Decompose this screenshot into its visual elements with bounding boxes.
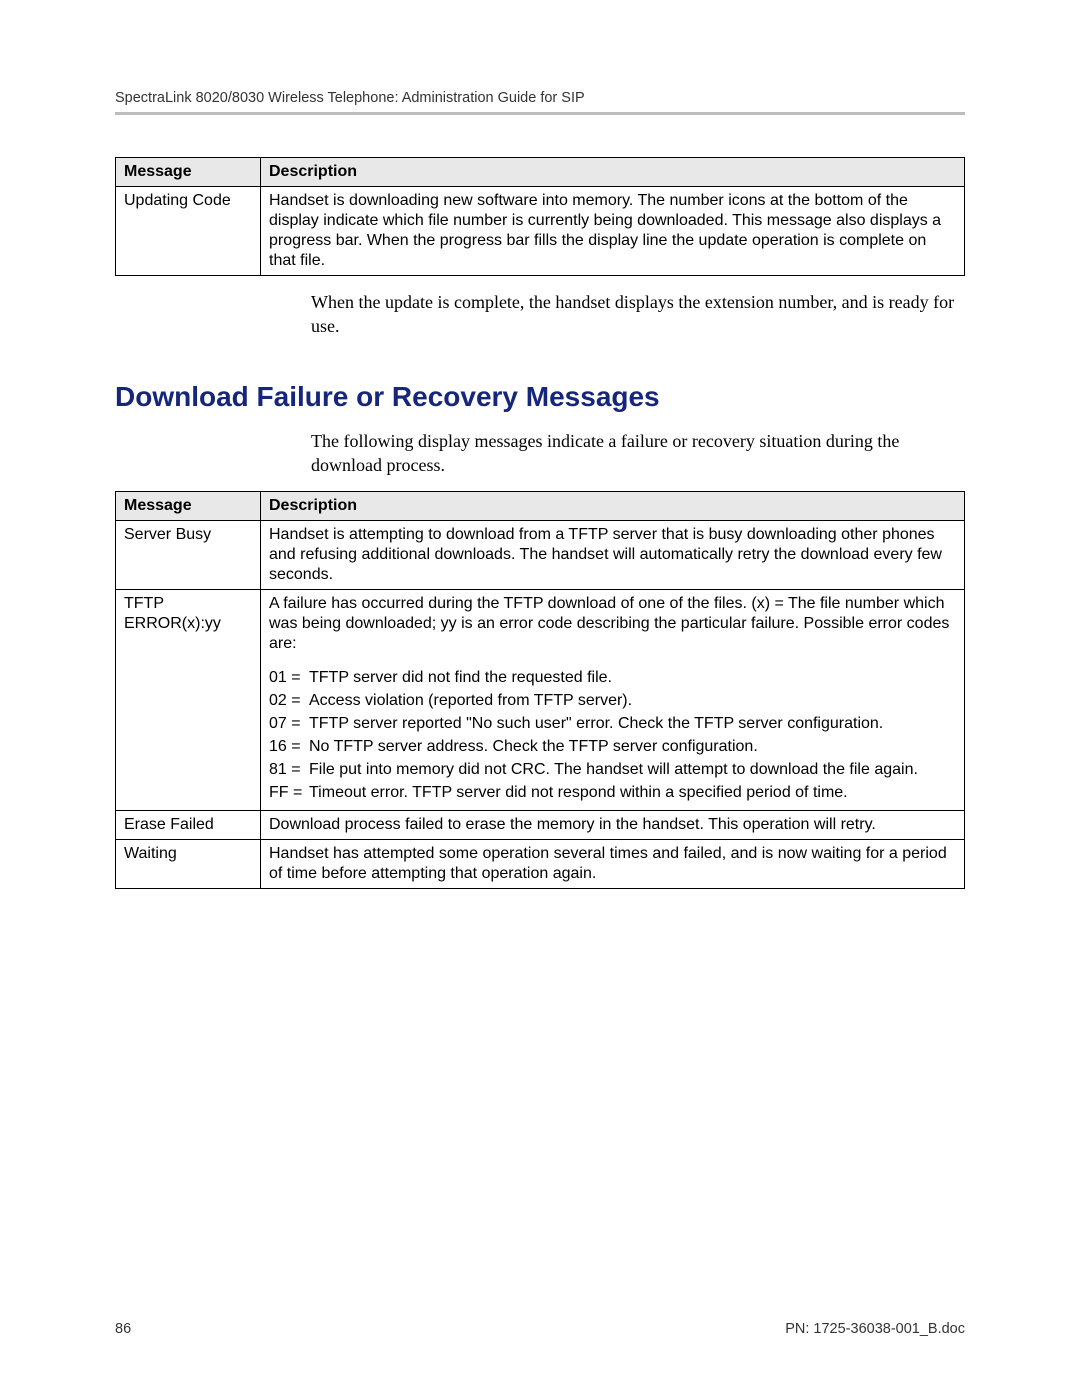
cell-message: Erase Failed xyxy=(116,811,261,840)
cell-codes: 01 = TFTP server did not find the reques… xyxy=(261,658,965,811)
table-row: Updating Code Handset is downloading new… xyxy=(116,187,965,276)
error-code: 01 = xyxy=(269,668,309,688)
error-code-row: 07 = TFTP server reported "No such user"… xyxy=(269,714,956,734)
cell-message: Server Busy xyxy=(116,521,261,590)
page: SpectraLink 8020/8030 Wireless Telephone… xyxy=(0,0,1080,1397)
cell-message: TFTP ERROR(x):yy xyxy=(116,590,261,659)
error-code-row: 81 = File put into memory did not CRC. T… xyxy=(269,760,956,780)
cell-description: Handset is downloading new software into… xyxy=(261,187,965,276)
table-row: Server Busy Handset is attempting to dow… xyxy=(116,521,965,590)
error-code: 16 = xyxy=(269,737,309,757)
error-code: 81 = xyxy=(269,760,309,780)
post-table-paragraph: When the update is complete, the handset… xyxy=(311,290,965,339)
error-code-row: 02 = Access violation (reported from TFT… xyxy=(269,691,956,711)
error-code-row: 16 = No TFTP server address. Check the T… xyxy=(269,737,956,757)
cell-description: A failure has occurred during the TFTP d… xyxy=(261,590,965,659)
cell-message: Updating Code xyxy=(116,187,261,276)
section-intro: The following display messages indicate … xyxy=(311,429,965,478)
table-header-row: Message Description xyxy=(116,158,965,187)
error-code-text: No TFTP server address. Check the TFTP s… xyxy=(309,737,956,757)
section-heading: Download Failure or Recovery Messages xyxy=(115,381,965,413)
error-code-text: Timeout error. TFTP server did not respo… xyxy=(309,783,956,803)
table-row: Erase Failed Download process failed to … xyxy=(116,811,965,840)
col-header-message: Message xyxy=(116,492,261,521)
cell-description: Handset is attempting to download from a… xyxy=(261,521,965,590)
error-code: 07 = xyxy=(269,714,309,734)
table-row-codes: 01 = TFTP server did not find the reques… xyxy=(116,658,965,811)
failure-messages-table: Message Description Server Busy Handset … xyxy=(115,491,965,889)
doc-id: PN: 1725-36038-001_B.doc xyxy=(785,1321,965,1337)
error-code: 02 = xyxy=(269,691,309,711)
page-number: 86 xyxy=(115,1321,131,1337)
cell-message: Waiting xyxy=(116,840,261,889)
cell-message-empty xyxy=(116,658,261,811)
table-header-row: Message Description xyxy=(116,492,965,521)
col-header-description: Description xyxy=(261,492,965,521)
cell-description: Handset has attempted some operation sev… xyxy=(261,840,965,889)
error-code-row: 01 = TFTP server did not find the reques… xyxy=(269,668,956,688)
updating-code-table: Message Description Updating Code Handse… xyxy=(115,157,965,276)
error-code-text: File put into memory did not CRC. The ha… xyxy=(309,760,956,780)
cell-description: Download process failed to erase the mem… xyxy=(261,811,965,840)
table-row: Waiting Handset has attempted some opera… xyxy=(116,840,965,889)
col-header-description: Description xyxy=(261,158,965,187)
error-code-text: TFTP server did not find the requested f… xyxy=(309,668,956,688)
error-code: FF = xyxy=(269,783,309,803)
error-code-text: TFTP server reported "No such user" erro… xyxy=(309,714,956,734)
error-code-row: FF = Timeout error. TFTP server did not … xyxy=(269,783,956,803)
header-rule xyxy=(115,112,965,115)
page-footer: 86 PN: 1725-36038-001_B.doc xyxy=(115,1321,965,1337)
col-header-message: Message xyxy=(116,158,261,187)
table-row: TFTP ERROR(x):yy A failure has occurred … xyxy=(116,590,965,659)
running-header: SpectraLink 8020/8030 Wireless Telephone… xyxy=(115,90,965,106)
error-code-text: Access violation (reported from TFTP ser… xyxy=(309,691,956,711)
